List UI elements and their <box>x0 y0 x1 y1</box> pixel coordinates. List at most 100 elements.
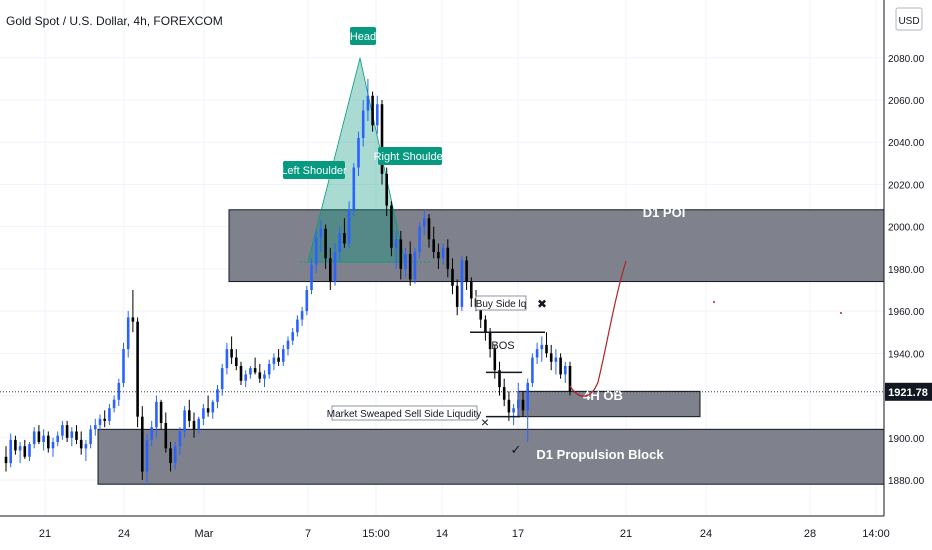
candle <box>145 439 149 472</box>
candle <box>343 233 346 244</box>
candle <box>296 319 299 333</box>
candle <box>155 401 158 428</box>
y-tick-label: 1940.00 <box>888 349 925 360</box>
candle <box>169 448 172 464</box>
candle <box>225 349 229 369</box>
candle <box>239 366 243 381</box>
x-tick-label: 14 <box>436 528 448 540</box>
candle <box>568 366 572 392</box>
current-price-tag <box>885 382 932 401</box>
y-tick-label: 1980.00 <box>888 265 925 276</box>
x-mark-icon: × <box>481 414 489 430</box>
candle <box>347 209 351 244</box>
candle <box>173 446 177 464</box>
candle <box>366 95 370 111</box>
candle <box>272 357 276 364</box>
candle <box>70 431 74 438</box>
candle <box>352 167 356 210</box>
candle <box>380 104 384 174</box>
candle <box>460 260 464 307</box>
y-tick-label: 2080.00 <box>888 54 925 65</box>
candle <box>117 382 121 400</box>
candle <box>427 218 431 240</box>
candle <box>488 332 492 350</box>
candle <box>286 340 290 350</box>
candle <box>357 138 360 168</box>
candle <box>432 239 435 252</box>
x-tick-label: 14:00 <box>862 528 890 540</box>
candle <box>230 349 233 358</box>
candle <box>399 239 403 269</box>
candle <box>47 435 50 449</box>
candle <box>507 399 511 413</box>
candle <box>56 435 59 442</box>
candle <box>385 173 388 206</box>
candle <box>103 418 106 421</box>
candle <box>164 423 168 449</box>
candle <box>394 239 398 248</box>
candle <box>479 306 482 320</box>
currency-box[interactable] <box>895 7 923 31</box>
zone-4h-ob[interactable] <box>517 390 701 418</box>
candle <box>94 425 97 430</box>
candle <box>4 456 8 464</box>
right-shoulder-label-bg <box>378 147 442 165</box>
x-tick-label: 21 <box>39 528 51 540</box>
candle <box>202 408 205 419</box>
candle <box>498 370 501 388</box>
candle <box>404 254 407 269</box>
candle <box>408 254 412 280</box>
candle <box>446 247 450 269</box>
candle <box>437 252 440 259</box>
candle <box>79 439 83 449</box>
candle <box>126 317 130 350</box>
candle <box>249 368 252 375</box>
candle <box>540 344 544 350</box>
check-mark-icon: ✓ <box>511 442 522 457</box>
candle <box>9 439 12 464</box>
candle <box>390 205 393 248</box>
candle <box>244 374 247 381</box>
candle <box>178 431 182 447</box>
candle <box>554 357 558 362</box>
candle <box>455 285 459 307</box>
candle <box>451 268 454 286</box>
candle <box>263 374 266 379</box>
candle <box>65 425 69 438</box>
candle <box>333 252 337 282</box>
x-tick-label: 28 <box>804 528 816 540</box>
candle <box>267 363 271 375</box>
candle <box>216 389 219 402</box>
candle <box>521 399 525 411</box>
candle <box>131 317 135 322</box>
candle <box>338 233 341 252</box>
y-tick-label: 2000.00 <box>888 223 925 234</box>
candle <box>361 110 365 138</box>
sweep-label: Market Sweaped Sell Side Liqudity <box>327 409 482 420</box>
candle <box>42 435 45 442</box>
projection-path <box>569 260 627 397</box>
candle <box>84 444 88 449</box>
projection-dot <box>713 301 715 303</box>
candle <box>329 258 332 282</box>
candle <box>253 368 257 373</box>
y-tick-label: 2040.00 <box>888 138 925 149</box>
zone-label: D1 POI <box>643 205 686 220</box>
chart-title: Gold Spot / U.S. Dollar, 4h, FOREXCOM <box>6 14 223 28</box>
candle <box>197 418 200 430</box>
left-shoulder-label: Left Shoulder <box>281 165 347 177</box>
candle <box>23 446 27 457</box>
x-tick-label: 24 <box>700 528 712 540</box>
candle <box>324 228 327 259</box>
zone-d1-propulsion-block[interactable] <box>97 428 885 485</box>
candle <box>32 431 36 445</box>
candle <box>291 332 294 341</box>
candle <box>108 408 111 421</box>
left-shoulder-label-bg <box>283 161 345 179</box>
candle <box>183 410 186 432</box>
projection-dot <box>840 312 842 314</box>
candle <box>150 427 153 440</box>
candle <box>441 247 445 259</box>
candle <box>98 418 102 426</box>
